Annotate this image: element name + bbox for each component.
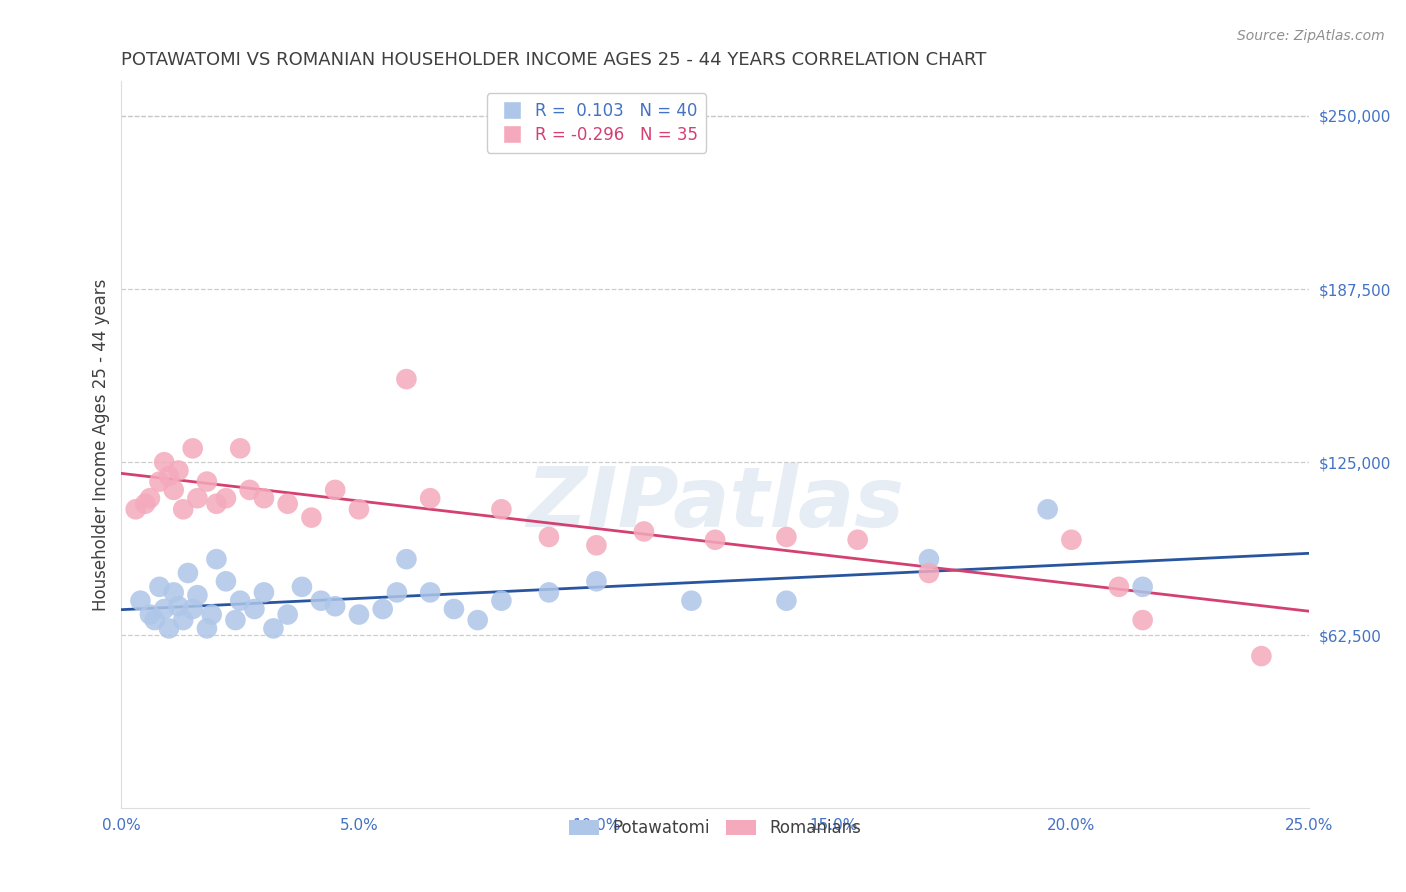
Point (215, 574, 238, 589)
Point (491, 502, 513, 516)
Point (253, 491, 276, 506)
Point (143, 613, 166, 627)
Point (385, 585, 408, 599)
Point (537, 530, 560, 544)
Point (205, 497, 228, 511)
Point (129, 593, 152, 607)
Point (157, 469, 180, 483)
Point (846, 533, 869, 547)
Point (775, 593, 797, 607)
Text: ZIPatlas: ZIPatlas (526, 463, 904, 543)
Point (139, 607, 162, 622)
Point (148, 475, 170, 489)
Point (239, 483, 262, 497)
Point (277, 497, 299, 511)
Point (443, 602, 465, 616)
Point (681, 593, 703, 607)
Point (253, 585, 276, 599)
Point (172, 613, 194, 627)
Point (1108, 580, 1130, 594)
Point (163, 483, 186, 497)
Point (323, 483, 346, 497)
Point (186, 588, 208, 602)
Point (419, 491, 441, 506)
Point (172, 502, 194, 516)
Point (775, 530, 797, 544)
Point (1132, 613, 1154, 627)
Point (224, 613, 246, 627)
Point (419, 585, 441, 599)
Point (153, 602, 176, 616)
Point (195, 475, 218, 489)
Point (177, 566, 200, 580)
Point (918, 552, 941, 566)
Y-axis label: Householder Income Ages 25 - 44 years: Householder Income Ages 25 - 44 years (93, 278, 110, 611)
Point (262, 621, 284, 635)
Point (195, 621, 218, 635)
Point (371, 602, 394, 616)
Point (243, 602, 266, 616)
Text: POTAWATOMI VS ROMANIAN HOUSEHOLDER INCOME AGES 25 - 44 YEARS CORRELATION CHART: POTAWATOMI VS ROMANIAN HOUSEHOLDER INCOM… (121, 51, 987, 69)
Point (201, 607, 224, 622)
Point (167, 463, 190, 477)
Point (347, 502, 370, 516)
Point (229, 593, 252, 607)
Point (277, 607, 299, 622)
Point (633, 524, 655, 539)
Point (215, 491, 238, 506)
Point (585, 538, 607, 552)
Point (1250, 649, 1272, 664)
Point (1060, 533, 1083, 547)
Point (918, 566, 941, 580)
Point (323, 599, 346, 614)
Point (347, 607, 370, 622)
Point (491, 593, 513, 607)
Point (139, 491, 162, 506)
Point (125, 502, 148, 516)
Point (205, 552, 228, 566)
Point (395, 372, 418, 386)
Point (301, 510, 323, 524)
Point (229, 442, 252, 456)
Point (181, 602, 204, 616)
Point (395, 552, 418, 566)
Point (134, 497, 156, 511)
Legend: Potawatomi, Romanians: Potawatomi, Romanians (562, 813, 868, 844)
Point (186, 491, 208, 506)
Point (153, 455, 176, 469)
Point (163, 585, 186, 599)
Point (157, 621, 180, 635)
Text: Source: ZipAtlas.com: Source: ZipAtlas.com (1237, 29, 1385, 44)
Point (585, 574, 607, 589)
Point (291, 580, 314, 594)
Point (704, 533, 727, 547)
Point (467, 613, 489, 627)
Point (148, 580, 170, 594)
Point (1132, 580, 1154, 594)
Point (1036, 502, 1059, 516)
Point (537, 585, 560, 599)
Point (309, 593, 332, 607)
Point (167, 599, 190, 614)
Point (181, 442, 204, 456)
